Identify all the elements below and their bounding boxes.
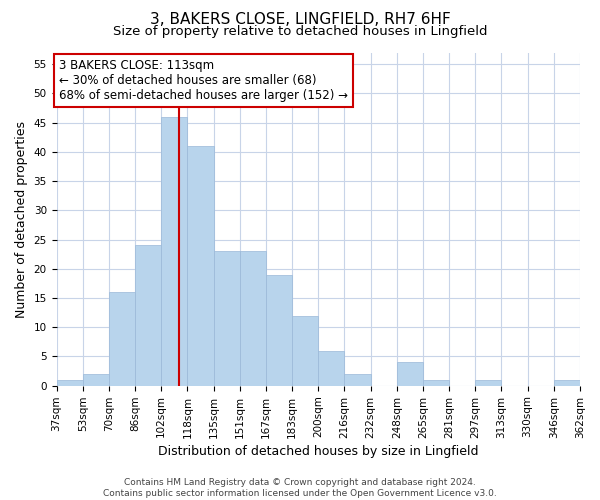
Text: 3, BAKERS CLOSE, LINGFIELD, RH7 6HF: 3, BAKERS CLOSE, LINGFIELD, RH7 6HF — [149, 12, 451, 28]
Bar — [292, 316, 318, 386]
Bar — [266, 274, 292, 386]
Bar — [187, 146, 214, 386]
Bar — [135, 246, 161, 386]
Text: Size of property relative to detached houses in Lingfield: Size of property relative to detached ho… — [113, 25, 487, 38]
Bar — [214, 252, 240, 386]
Text: Contains HM Land Registry data © Crown copyright and database right 2024.
Contai: Contains HM Land Registry data © Crown c… — [103, 478, 497, 498]
Bar — [318, 350, 344, 386]
Bar — [109, 292, 135, 386]
Bar — [56, 380, 83, 386]
Bar — [161, 117, 187, 386]
Y-axis label: Number of detached properties: Number of detached properties — [15, 120, 28, 318]
Bar — [344, 374, 371, 386]
Bar — [423, 380, 449, 386]
Bar — [475, 380, 502, 386]
Bar — [554, 380, 580, 386]
Bar — [83, 374, 109, 386]
X-axis label: Distribution of detached houses by size in Lingfield: Distribution of detached houses by size … — [158, 444, 479, 458]
Bar — [240, 252, 266, 386]
Bar — [397, 362, 423, 386]
Text: 3 BAKERS CLOSE: 113sqm
← 30% of detached houses are smaller (68)
68% of semi-det: 3 BAKERS CLOSE: 113sqm ← 30% of detached… — [59, 59, 348, 102]
